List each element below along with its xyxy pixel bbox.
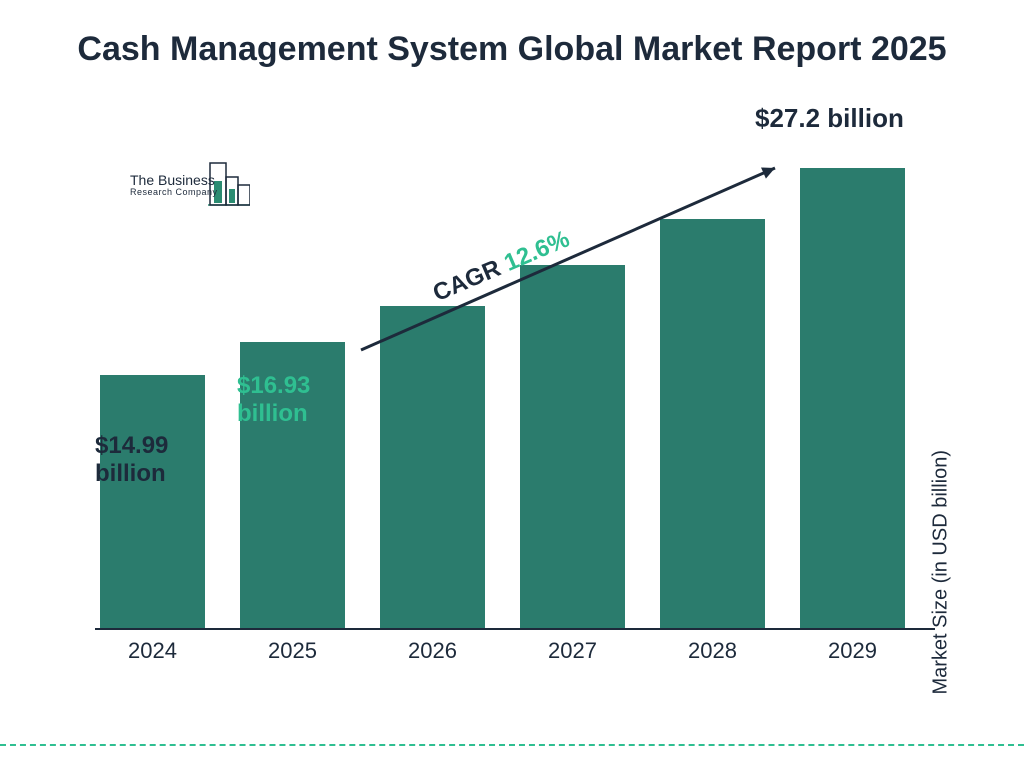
- bar-chart: Market Size (in USD billion) 20242025202…: [95, 130, 945, 670]
- cagr-trend-arrow: [95, 130, 995, 670]
- chart-title: Cash Management System Global Market Rep…: [0, 0, 1024, 71]
- footer-divider: [0, 744, 1024, 746]
